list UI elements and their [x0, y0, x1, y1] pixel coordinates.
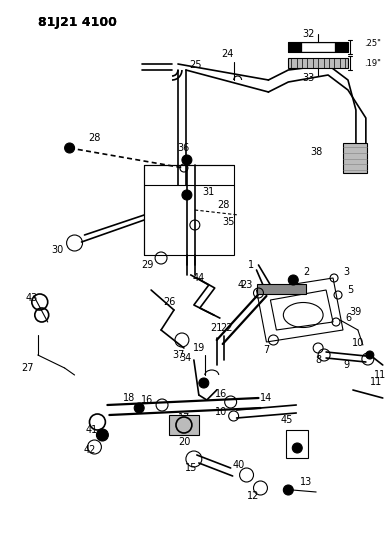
- Text: 39: 39: [350, 307, 362, 317]
- Bar: [286, 430, 308, 458]
- Text: 13: 13: [300, 477, 312, 487]
- Bar: [144, 165, 234, 255]
- Text: 15: 15: [185, 463, 197, 473]
- Bar: [288, 42, 348, 52]
- Text: 45: 45: [280, 415, 293, 425]
- Text: 31: 31: [203, 187, 215, 197]
- Text: 3: 3: [343, 267, 349, 277]
- Circle shape: [65, 143, 75, 153]
- Bar: [257, 284, 306, 294]
- Text: 4: 4: [238, 280, 244, 290]
- Text: 40: 40: [233, 460, 245, 470]
- Circle shape: [288, 275, 298, 285]
- Text: 38: 38: [310, 147, 322, 157]
- Text: 30: 30: [51, 245, 64, 255]
- Text: 19: 19: [193, 343, 205, 353]
- Text: 43: 43: [26, 293, 38, 303]
- Circle shape: [199, 378, 209, 388]
- Text: 11: 11: [374, 370, 386, 380]
- Circle shape: [283, 485, 293, 495]
- Text: 14: 14: [260, 393, 272, 403]
- Text: 23: 23: [240, 280, 253, 290]
- Text: 16: 16: [141, 395, 153, 405]
- Text: 32: 32: [302, 29, 314, 39]
- Text: 12: 12: [247, 491, 260, 501]
- Text: 29: 29: [141, 260, 153, 270]
- Text: 17: 17: [178, 413, 190, 423]
- Bar: [288, 58, 348, 68]
- Text: 22: 22: [221, 323, 233, 333]
- Text: 34: 34: [180, 353, 192, 363]
- Text: 25: 25: [190, 60, 202, 70]
- Text: 81J21 4100: 81J21 4100: [38, 16, 116, 29]
- Text: 44: 44: [193, 273, 205, 283]
- Circle shape: [292, 443, 302, 453]
- Text: 33: 33: [302, 73, 314, 83]
- Text: 27: 27: [22, 363, 34, 373]
- Text: 5: 5: [347, 285, 353, 295]
- Text: 2: 2: [303, 267, 309, 277]
- Text: 11: 11: [370, 377, 382, 387]
- Text: .25": .25": [364, 39, 381, 49]
- Text: 35: 35: [223, 217, 235, 227]
- Bar: [288, 42, 348, 52]
- Text: 6: 6: [345, 313, 351, 323]
- Circle shape: [96, 429, 108, 441]
- Text: 36: 36: [178, 143, 190, 153]
- Circle shape: [134, 403, 144, 413]
- Text: 9: 9: [343, 360, 349, 370]
- Text: 8: 8: [315, 355, 321, 365]
- Text: 21: 21: [211, 323, 223, 333]
- Text: 18: 18: [123, 393, 135, 403]
- Text: 16: 16: [214, 389, 227, 399]
- Text: 10: 10: [214, 407, 227, 417]
- Text: 26: 26: [163, 297, 175, 307]
- Polygon shape: [271, 290, 333, 330]
- Text: 42: 42: [83, 445, 96, 455]
- Text: 37: 37: [173, 350, 185, 360]
- Text: 28: 28: [217, 200, 230, 210]
- Bar: [169, 415, 199, 435]
- Text: 1: 1: [247, 260, 253, 270]
- Text: 28: 28: [88, 133, 101, 143]
- Text: 41: 41: [86, 425, 98, 435]
- Text: 10: 10: [352, 338, 364, 348]
- Bar: [302, 43, 334, 51]
- Text: 7: 7: [263, 345, 270, 355]
- Text: .19": .19": [364, 59, 381, 68]
- Text: 20: 20: [179, 437, 191, 447]
- Text: 81J21 4100: 81J21 4100: [38, 16, 116, 29]
- Text: 24: 24: [221, 49, 234, 59]
- Circle shape: [182, 155, 192, 165]
- Circle shape: [182, 190, 192, 200]
- Circle shape: [366, 351, 374, 359]
- Bar: [343, 143, 367, 173]
